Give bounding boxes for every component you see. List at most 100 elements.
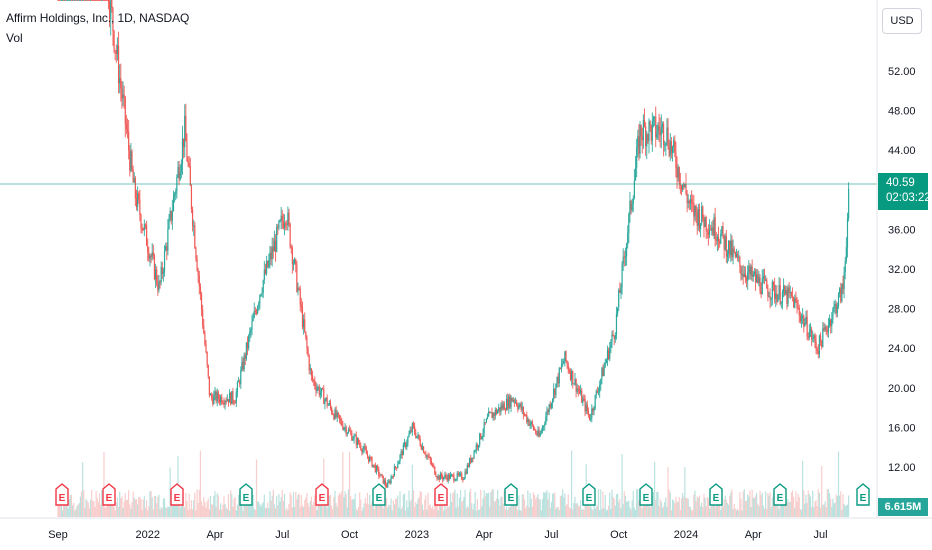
volume-bar xyxy=(657,491,659,517)
candle-body xyxy=(800,317,803,322)
earnings-marker[interactable]: E xyxy=(856,483,870,506)
volume-bar xyxy=(221,509,223,517)
volume-bar xyxy=(87,502,89,517)
volume-bar xyxy=(462,500,464,517)
candle-body xyxy=(548,404,550,413)
volume-bar xyxy=(782,505,785,517)
currency-button[interactable]: USD xyxy=(882,8,922,34)
candle-body xyxy=(757,274,759,283)
volume-bar xyxy=(171,499,173,517)
candle-body xyxy=(364,446,366,450)
volume-bar xyxy=(279,501,281,517)
earnings-marker-glyph: E xyxy=(319,493,326,504)
volume-bar xyxy=(729,495,731,517)
volume-bar xyxy=(359,492,361,517)
volume-bar xyxy=(137,504,139,517)
candle-body xyxy=(756,274,758,283)
candle-body xyxy=(535,429,537,434)
candle-body xyxy=(470,458,472,463)
earnings-marker[interactable]: E xyxy=(372,483,386,506)
candle-body xyxy=(234,402,236,404)
volume-bar xyxy=(83,490,85,517)
volume-bar xyxy=(728,504,730,517)
volume-bar xyxy=(280,497,282,517)
candle-body xyxy=(588,414,591,420)
earnings-marker[interactable]: E xyxy=(773,483,787,506)
volume-bar xyxy=(328,495,330,517)
candle-body xyxy=(132,169,134,183)
earnings-marker[interactable]: E xyxy=(582,483,596,506)
volume-bar xyxy=(575,504,577,517)
volume-bar xyxy=(745,500,748,517)
candle-body xyxy=(400,451,402,456)
earnings-marker[interactable]: E xyxy=(55,483,69,506)
earnings-marker[interactable]: E xyxy=(434,483,448,506)
volume-bar xyxy=(394,499,397,517)
volume-bar xyxy=(845,505,847,517)
earnings-marker[interactable]: E xyxy=(709,483,723,506)
volume-bar xyxy=(836,495,838,517)
price-axis[interactable]: 12.0016.0020.0024.0028.0032.0036.0040.00… xyxy=(888,66,916,474)
candle-body xyxy=(623,256,625,258)
candle-body xyxy=(692,203,694,205)
candle-body xyxy=(112,8,114,31)
volume-bar xyxy=(436,495,438,517)
volume-bar xyxy=(224,504,226,517)
candle-body xyxy=(403,442,406,445)
volume-bar xyxy=(475,510,477,517)
volume-bar xyxy=(78,502,80,517)
volume-bar xyxy=(502,503,504,517)
volume-bar xyxy=(154,495,157,517)
volume-bar xyxy=(485,492,487,517)
volume-bar xyxy=(781,504,784,517)
candle-body xyxy=(73,0,75,1)
volume-bar xyxy=(75,508,77,517)
volume-bar xyxy=(65,498,67,517)
volume-bar xyxy=(793,496,795,517)
earnings-marker[interactable]: E xyxy=(504,483,518,506)
candle-body xyxy=(475,444,477,452)
candle-body xyxy=(391,476,393,478)
volume-bar xyxy=(520,510,522,517)
candle-body xyxy=(116,45,119,55)
candle-body xyxy=(213,395,215,405)
candle-body xyxy=(443,477,445,480)
candle-body xyxy=(765,279,767,281)
symbol-title[interactable]: Affirm Holdings, Inc., 1D, NASDAQ xyxy=(6,11,190,25)
candle-body xyxy=(807,336,809,338)
volume-bar xyxy=(443,510,445,517)
volume-bar xyxy=(336,506,338,517)
candle-body xyxy=(103,0,105,1)
earnings-marker[interactable]: E xyxy=(102,483,116,506)
earnings-marker[interactable]: E xyxy=(315,483,329,506)
volume-bar xyxy=(120,498,122,517)
time-axis[interactable]: Sep 2022 Apr Jul Oct 2023 Apr Jul Oct 2024 Apr Jul xyxy=(48,529,827,541)
volume-bar xyxy=(584,501,586,517)
volume-bar xyxy=(352,498,354,517)
volume-bar xyxy=(576,502,578,517)
earnings-marker[interactable]: E xyxy=(639,483,653,506)
candle-body xyxy=(449,474,452,479)
candle-body xyxy=(269,252,271,260)
candle-body xyxy=(562,363,564,365)
candle-body xyxy=(462,479,464,481)
candle-body xyxy=(722,226,724,235)
candle-body xyxy=(425,454,427,457)
candle-body xyxy=(704,217,706,228)
time-tick-label: 2024 xyxy=(674,529,698,541)
volume-bar xyxy=(70,494,73,517)
candle-body xyxy=(839,288,841,294)
earnings-marker[interactable]: E xyxy=(170,483,184,506)
volume-bar xyxy=(84,507,86,517)
earnings-marker[interactable]: E xyxy=(239,483,253,506)
candle-body xyxy=(152,252,154,256)
candle-body xyxy=(434,466,436,475)
volume-legend-label[interactable]: Vol xyxy=(6,31,23,45)
candle-body xyxy=(676,168,678,178)
candle-body xyxy=(809,328,812,332)
candle-body xyxy=(168,218,170,229)
candle-body xyxy=(604,363,606,367)
